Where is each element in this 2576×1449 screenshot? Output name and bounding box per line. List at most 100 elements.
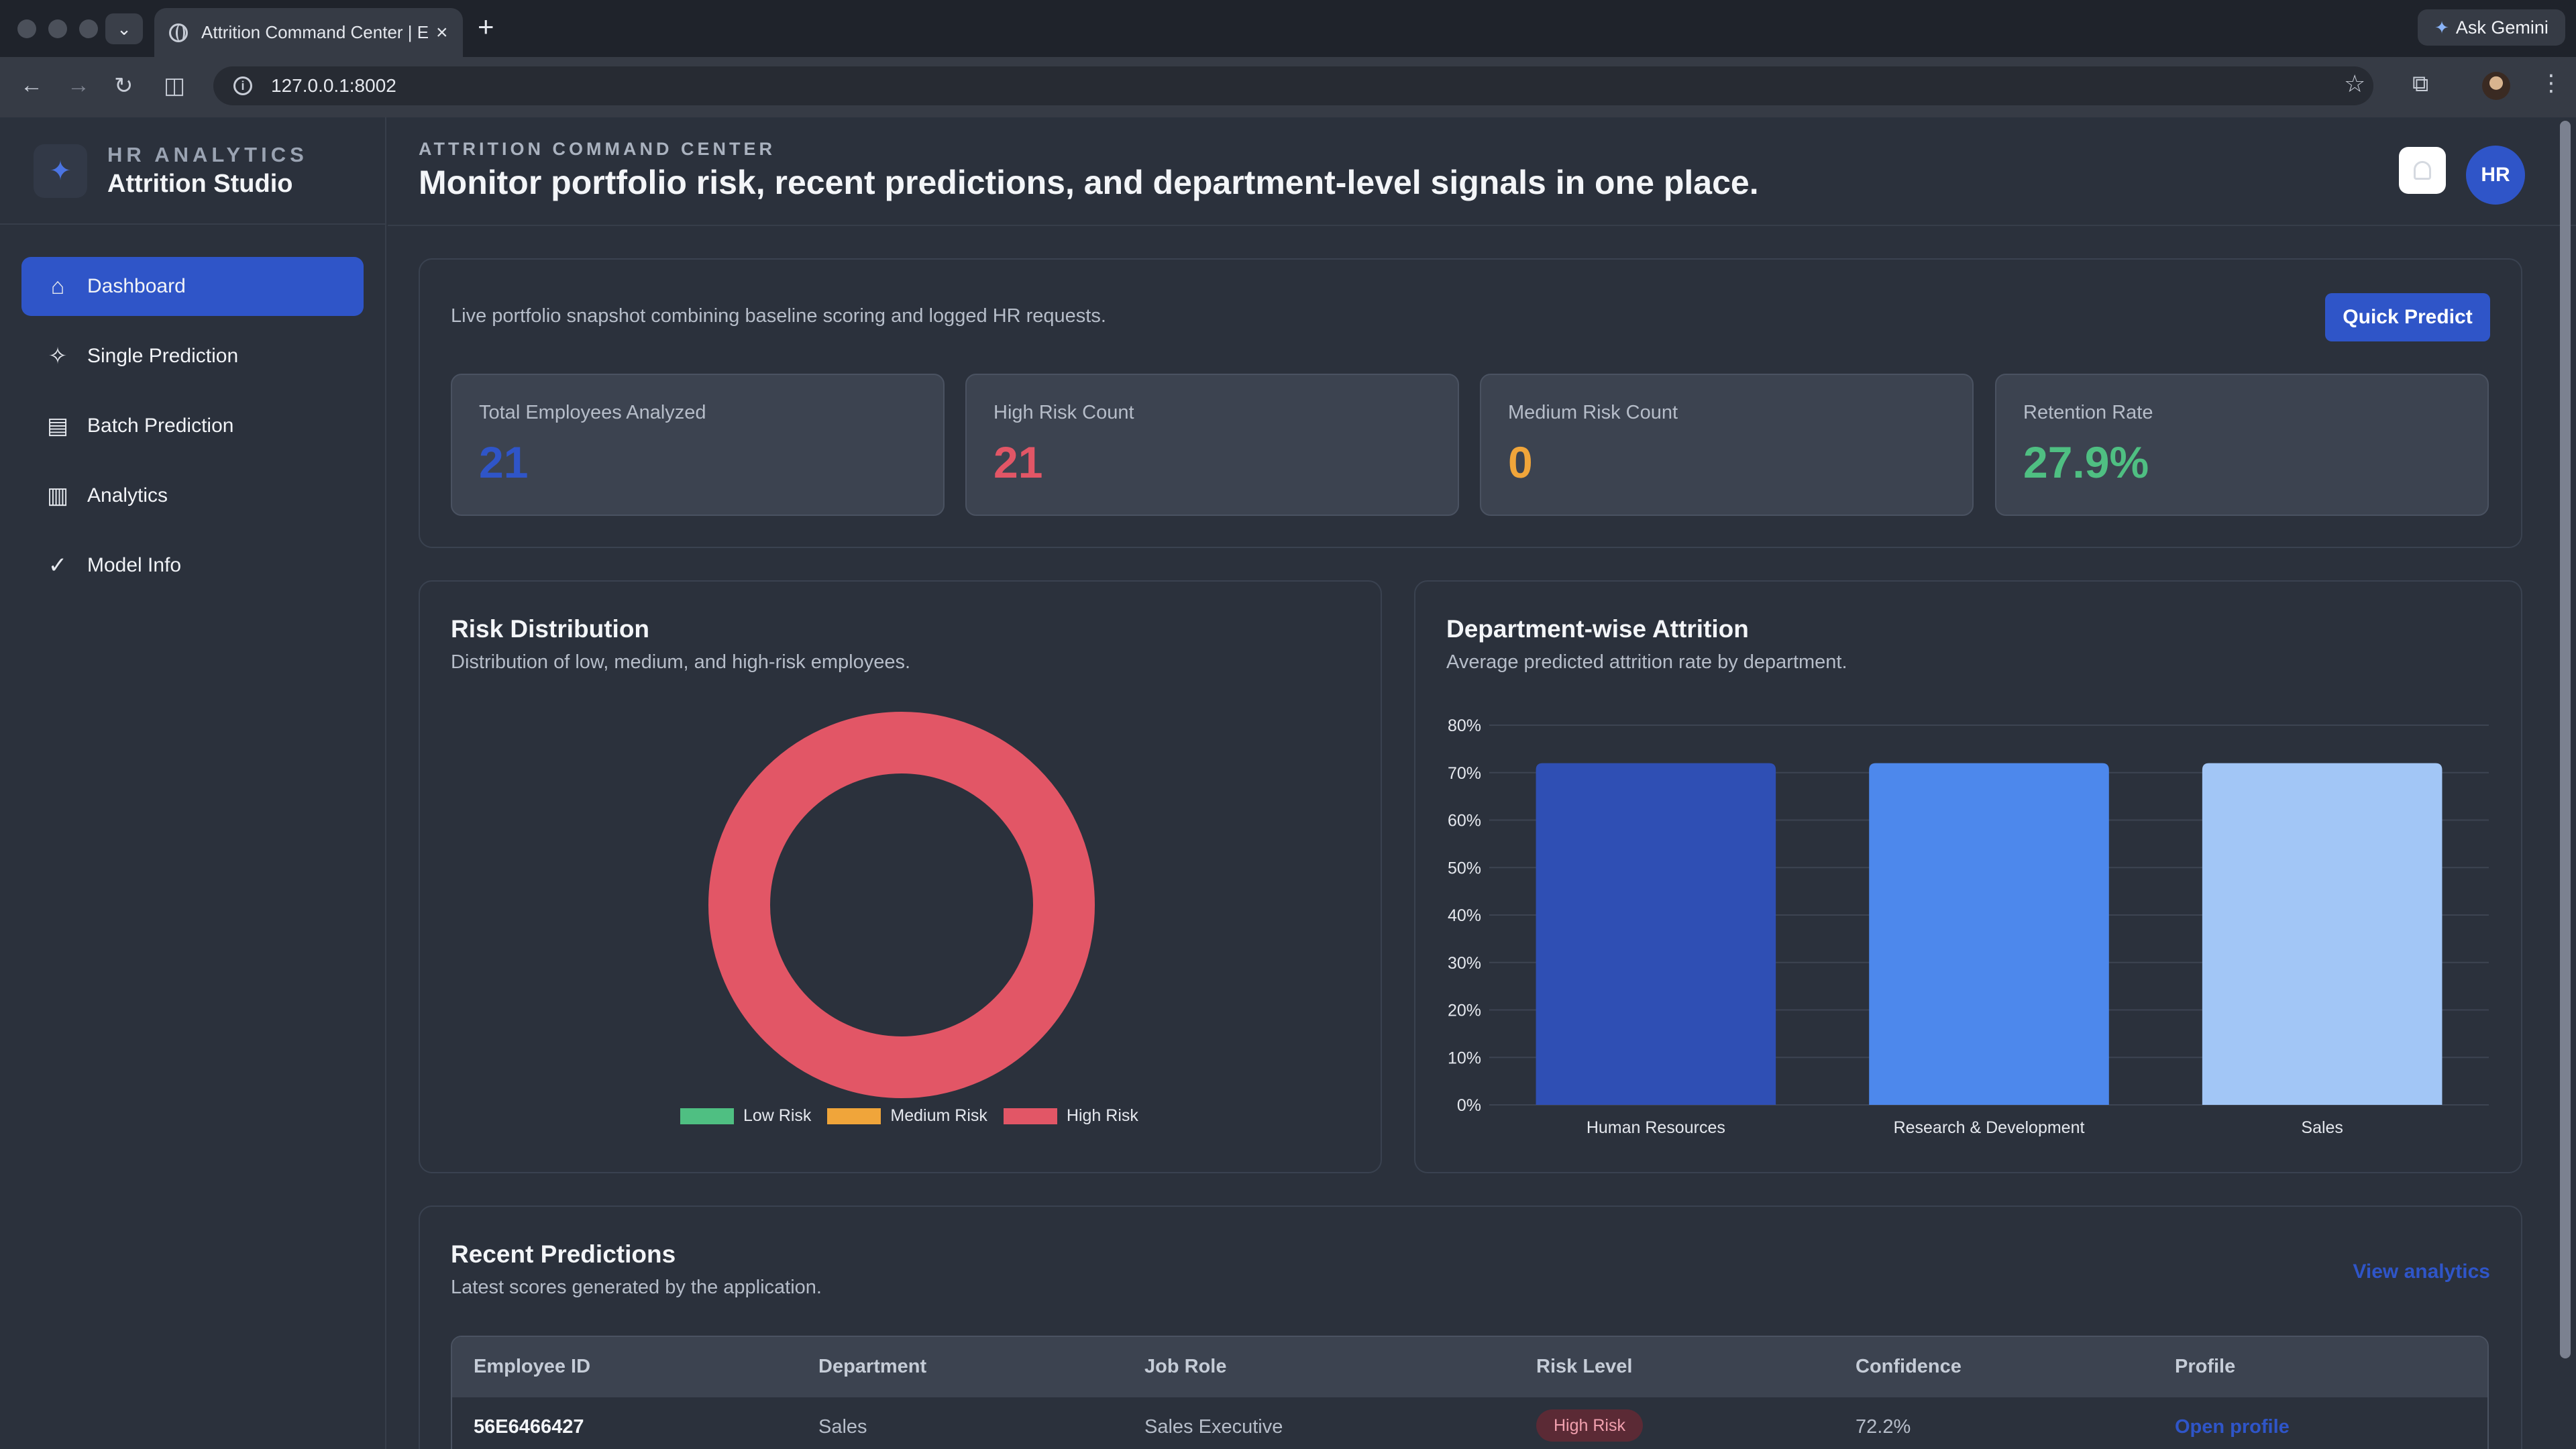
kpi-retention-rate: Retention Rate 27.9% bbox=[1995, 374, 2489, 516]
tab-title: Attrition Command Center | E bbox=[201, 22, 429, 42]
browser-menu-icon[interactable]: ⋮ bbox=[2540, 70, 2563, 96]
page-kicker: ATTRITION COMMAND CENTER bbox=[419, 139, 775, 159]
kpi-value: 0 bbox=[1508, 437, 1533, 487]
bar-sales[interactable] bbox=[2202, 763, 2443, 1105]
legend-item-high-risk[interactable]: High Risk bbox=[1003, 1106, 1138, 1126]
quick-predict-button[interactable]: Quick Predict bbox=[2325, 293, 2490, 341]
sidebar-item-label: Single Prediction bbox=[87, 345, 239, 367]
sidebar-item-analytics[interactable]: ▥ Analytics bbox=[21, 466, 364, 525]
window-close-button[interactable] bbox=[17, 19, 36, 38]
new-tab-button[interactable]: + bbox=[478, 11, 494, 42]
brand: ✦ HR ANALYTICS Attrition Studio bbox=[0, 117, 385, 225]
check-circle-icon: ✓ bbox=[48, 553, 68, 578]
snapshot-card: Live portfolio snapshot combining baseli… bbox=[419, 258, 2522, 548]
home-icon: ⌂ bbox=[50, 273, 65, 299]
department-bar-chart: 0% 10% 20% 30% 40% 50% 60% 70% 80% Human Resource… bbox=[1448, 716, 2489, 1137]
bell-icon bbox=[2414, 161, 2431, 180]
address-bar[interactable]: i 127.0.0.1:8002 bbox=[213, 66, 2373, 105]
kpi-label: High Risk Count bbox=[994, 402, 1134, 423]
risk-distribution-card: Risk Distribution Distribution of low, m… bbox=[419, 580, 1382, 1173]
page-title: Monitor portfolio risk, recent predictio… bbox=[419, 164, 1759, 201]
y-tick-label: 60% bbox=[1448, 812, 1481, 830]
y-tick-label: 10% bbox=[1448, 1049, 1481, 1067]
forward-icon[interactable]: → bbox=[67, 72, 90, 98]
column-header-profile[interactable]: Profile bbox=[2175, 1356, 2236, 1377]
sidebar-item-label: Analytics bbox=[87, 484, 168, 506]
recent-predictions-title: Recent Predictions bbox=[451, 1240, 676, 1268]
department-attrition-card: Department-wise Attrition Average predic… bbox=[1414, 580, 2522, 1173]
window-zoom-button[interactable] bbox=[79, 19, 98, 38]
confidence-cell: 72.2% bbox=[1856, 1416, 1911, 1438]
sidebar-item-batch-prediction[interactable]: ▤ Batch Prediction bbox=[21, 396, 364, 455]
chevron-down-icon: ⌄ bbox=[117, 18, 131, 39]
legend-label: Medium Risk bbox=[890, 1106, 987, 1125]
back-icon[interactable]: ← bbox=[20, 72, 43, 98]
brand-kicker: HR ANALYTICS bbox=[107, 143, 308, 166]
view-analytics-link[interactable]: View analytics bbox=[2353, 1260, 2490, 1283]
ask-gemini-button[interactable]: ✦ Ask Gemini bbox=[2418, 9, 2565, 46]
pie-slice-high-risk[interactable] bbox=[708, 712, 1095, 1098]
risk-donut-chart bbox=[708, 712, 1095, 1098]
browser-profile-avatar[interactable] bbox=[2482, 72, 2510, 100]
bookmark-star-icon[interactable]: ☆ bbox=[2344, 70, 2366, 97]
extensions-icon[interactable]: ⧉ bbox=[2412, 71, 2429, 97]
y-tick-label: 70% bbox=[1448, 764, 1481, 783]
table-icon: ▤ bbox=[46, 413, 69, 439]
y-tick-label: 30% bbox=[1448, 954, 1481, 973]
kpi-medium-risk-count: Medium Risk Count 0 bbox=[1480, 374, 1974, 516]
browser-tab[interactable]: Attrition Command Center | E × bbox=[154, 8, 463, 57]
predictions-table: Employee ID Department Job Role Risk Lev… bbox=[451, 1336, 2489, 1449]
legend-swatch bbox=[827, 1108, 881, 1124]
column-header-employee-id[interactable]: Employee ID bbox=[474, 1356, 591, 1377]
risk-distribution-title: Risk Distribution bbox=[451, 615, 650, 643]
kpi-high-risk-count: High Risk Count 21 bbox=[965, 374, 1459, 516]
sidebar-item-single-prediction[interactable]: ✧ Single Prediction bbox=[21, 327, 364, 386]
y-tick-label: 20% bbox=[1448, 1002, 1481, 1020]
kpi-total-employees: Total Employees Analyzed 21 bbox=[451, 374, 945, 516]
recent-predictions-card: Recent Predictions Latest scores generat… bbox=[419, 1205, 2522, 1449]
department-attrition-title: Department-wise Attrition bbox=[1446, 615, 1749, 643]
split-view-icon[interactable]: ◫ bbox=[164, 73, 186, 99]
open-profile-link[interactable]: Open profile bbox=[2175, 1416, 2290, 1438]
legend-label: High Risk bbox=[1066, 1106, 1138, 1125]
brand-name: Attrition Studio bbox=[107, 170, 293, 198]
column-header-job-role[interactable]: Job Role bbox=[1144, 1356, 1227, 1377]
y-tick-label: 40% bbox=[1448, 906, 1481, 925]
sidebar-item-label: Dashboard bbox=[87, 275, 186, 297]
legend-item-low-risk[interactable]: Low Risk bbox=[680, 1106, 811, 1126]
legend-label: Low Risk bbox=[743, 1106, 812, 1125]
url-text: 127.0.0.1:8002 bbox=[271, 75, 396, 96]
y-tick-label: 50% bbox=[1448, 859, 1481, 877]
snapshot-description: Live portfolio snapshot combining baseli… bbox=[451, 305, 1106, 327]
bar-research-development[interactable] bbox=[1869, 763, 2109, 1105]
risk-distribution-subtitle: Distribution of low, medium, and high-ri… bbox=[451, 651, 911, 673]
site-info-icon[interactable]: i bbox=[233, 76, 252, 95]
window-minimize-button[interactable] bbox=[48, 19, 67, 38]
browser-tab-strip: ⌄ Attrition Command Center | E × + ✦ Ask… bbox=[0, 0, 2576, 57]
sidebar-item-model-info[interactable]: ✓ Model Info bbox=[21, 536, 364, 595]
column-header-confidence[interactable]: Confidence bbox=[1856, 1356, 1962, 1377]
department-cell: Sales bbox=[818, 1416, 867, 1438]
legend-swatch bbox=[680, 1108, 734, 1124]
legend-item-medium-risk[interactable]: Medium Risk bbox=[827, 1106, 987, 1126]
department-attrition-subtitle: Average predicted attrition rate by depa… bbox=[1446, 651, 1847, 673]
tab-search-button[interactable]: ⌄ bbox=[105, 13, 143, 44]
kpi-value: 21 bbox=[479, 437, 529, 487]
page-scrollbar[interactable] bbox=[2560, 121, 2571, 1358]
y-tick-label: 0% bbox=[1457, 1096, 1481, 1115]
globe-icon bbox=[169, 23, 188, 42]
tab-close-icon[interactable]: × bbox=[436, 21, 448, 44]
status-badge: High Risk bbox=[1536, 1409, 1643, 1442]
employee-id-cell: 56E6466427 bbox=[474, 1416, 584, 1438]
column-header-risk-level[interactable]: Risk Level bbox=[1536, 1356, 1633, 1377]
column-header-department[interactable]: Department bbox=[818, 1356, 927, 1377]
risk-legend: Low Risk Medium Risk High Risk bbox=[680, 1106, 1155, 1126]
bar-human-resources[interactable] bbox=[1536, 763, 1776, 1105]
avatar[interactable]: HR bbox=[2466, 146, 2525, 205]
y-tick-label: 80% bbox=[1448, 716, 1481, 735]
sidebar-item-label: Batch Prediction bbox=[87, 415, 234, 437]
reload-icon[interactable]: ↻ bbox=[114, 73, 133, 99]
sidebar-item-dashboard[interactable]: ⌂ Dashboard bbox=[21, 257, 364, 316]
x-tick-label: Research & Development bbox=[1894, 1118, 2085, 1137]
notifications-button[interactable] bbox=[2399, 147, 2446, 194]
